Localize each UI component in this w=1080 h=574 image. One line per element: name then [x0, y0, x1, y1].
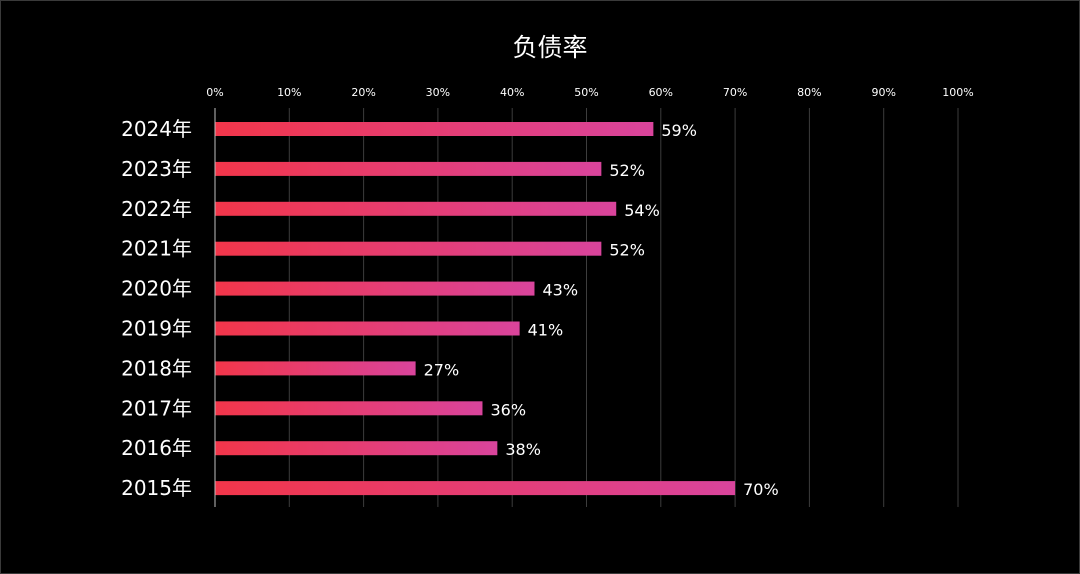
data-label: 36% [490, 400, 526, 419]
bar [215, 321, 520, 336]
bar [215, 361, 416, 376]
category-label: 2024年 [121, 117, 192, 141]
category-label: 2018年 [121, 356, 192, 380]
x-tick-label: 60% [649, 86, 673, 99]
category-label: 2020年 [121, 277, 192, 301]
category-label: 2017年 [121, 396, 192, 420]
data-label: 59% [661, 121, 697, 140]
data-label: 27% [424, 360, 460, 379]
category-label: 2019年 [121, 317, 192, 341]
x-tick-label: 30% [426, 86, 450, 99]
bar [215, 241, 602, 256]
bar [215, 281, 535, 296]
bar [215, 441, 498, 456]
x-tick-label: 0% [206, 86, 223, 99]
x-tick-label: 10% [277, 86, 301, 99]
chart-title: 负债率 [512, 33, 587, 62]
bar [215, 161, 602, 176]
category-label: 2022年 [121, 197, 192, 221]
data-label: 54% [624, 201, 660, 220]
data-labels: 59% 52% 54% 52% 43% 41% 27% 36% 38% 70% [424, 121, 779, 499]
x-axis-ticks: 0% 10% 20% 30% 40% 50% 60% 70% 80% 90% 100% [206, 86, 973, 99]
x-tick-label: 100% [942, 86, 973, 99]
data-label: 43% [542, 281, 578, 300]
bar [215, 481, 736, 496]
bar [215, 201, 617, 216]
bar [215, 401, 483, 416]
x-tick-label: 80% [797, 86, 821, 99]
category-label: 2021年 [121, 237, 192, 261]
bar [215, 122, 654, 136]
data-label: 38% [505, 440, 541, 459]
data-label: 52% [609, 161, 645, 180]
x-tick-label: 50% [574, 86, 598, 99]
bars [215, 122, 736, 496]
x-tick-label: 20% [351, 86, 375, 99]
category-label: 2023年 [121, 157, 192, 181]
category-label: 2016年 [121, 436, 192, 460]
x-tick-label: 40% [500, 86, 524, 99]
category-labels: 2024年 2023年 2022年 2021年 2020年 2019年 2018年 2017年… [121, 117, 192, 500]
x-tick-label: 90% [871, 86, 895, 99]
category-label: 2015年 [121, 476, 192, 500]
data-label: 52% [609, 241, 645, 260]
data-label: 41% [528, 321, 564, 340]
data-label: 70% [743, 480, 779, 499]
x-tick-label: 70% [723, 86, 747, 99]
